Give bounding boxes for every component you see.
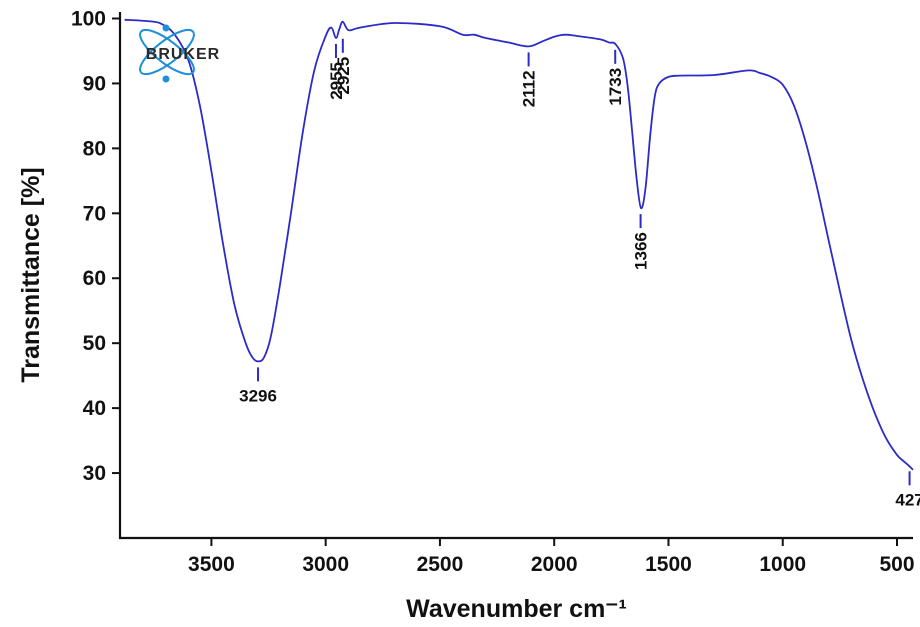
peak-label-2955: 2955 (327, 62, 346, 100)
peak-label-1733: 1733 (606, 68, 625, 106)
y-tick-label-60: 60 (83, 267, 106, 290)
spectrum-line-0 (124, 18, 914, 471)
y-tick-label-90: 90 (83, 72, 106, 95)
logo-dot-top (162, 24, 170, 32)
peak-label-427: 427 (895, 490, 920, 509)
x-tick-label-2000: 2000 (531, 553, 578, 576)
y-tick-label-80: 80 (83, 137, 106, 160)
x-tick-label-3500: 3500 (188, 553, 235, 576)
logo-orbit-2 (139, 28, 195, 76)
x-tick-label-1500: 1500 (645, 553, 692, 576)
x-tick-label-1000: 1000 (759, 553, 806, 576)
logo-orbit-1 (139, 28, 195, 76)
bruker-logo: BRUKER (139, 24, 220, 83)
peak-label-2925: 2925 (334, 57, 353, 95)
y-tick-label-70: 70 (83, 202, 106, 225)
logo-text: BRUKER (146, 46, 220, 63)
peak-label-1366: 1366 (632, 232, 651, 270)
x-tick-label-3000: 3000 (302, 553, 349, 576)
x-axis-title: Wavenumber cm⁻¹ (406, 595, 627, 623)
y-tick-label-50: 50 (83, 332, 106, 355)
peak-label-3296: 3296 (239, 386, 277, 405)
y-axis-title: Transmittance [%] (17, 167, 45, 382)
y-tick-label-40: 40 (83, 397, 106, 420)
y-tick-label-100: 100 (71, 7, 106, 30)
logo-dot-bottom (162, 75, 170, 83)
axis-frame (118, 12, 913, 540)
x-tick-label-500: 500 (879, 553, 914, 576)
peak-label-2112: 2112 (520, 70, 539, 107)
x-tick-label-2500: 2500 (417, 553, 464, 576)
y-tick-label-30: 30 (83, 462, 106, 485)
